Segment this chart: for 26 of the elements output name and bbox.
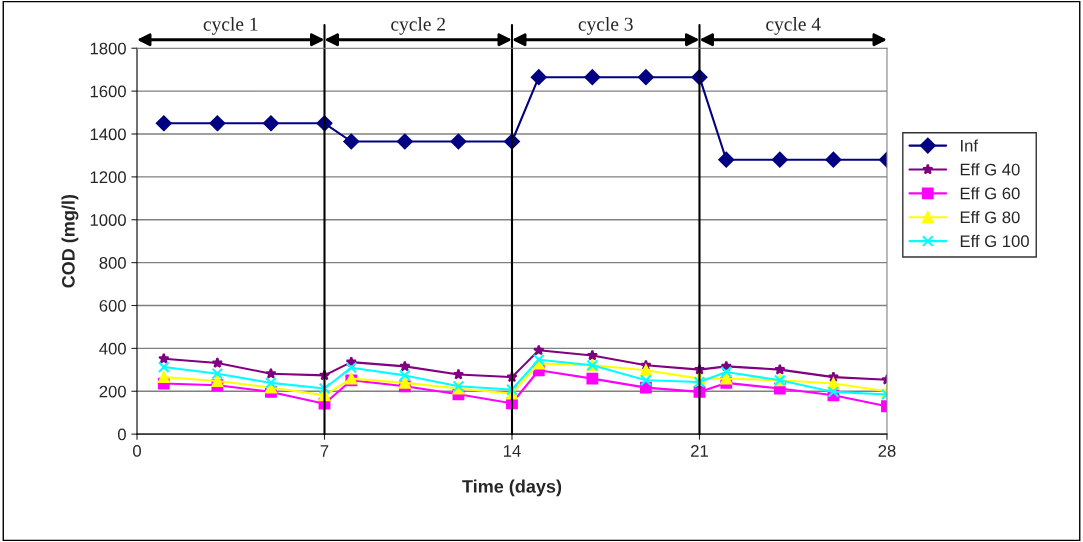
legend-label: Inf bbox=[961, 139, 979, 152]
y-tick-label: 1800 bbox=[90, 42, 126, 55]
x-axis-title: Time (days) bbox=[462, 479, 562, 497]
text: cycle 2 bbox=[391, 17, 445, 35]
legend-label: Eff G 40 bbox=[960, 163, 1020, 176]
y-tick-label: 800 bbox=[99, 257, 126, 269]
y-tick-label: 600 bbox=[99, 299, 126, 312]
y-tick-label: 1400 bbox=[90, 128, 126, 141]
y-axis-title: COD (mg/l) bbox=[61, 194, 79, 288]
y-tick-label: 200 bbox=[99, 385, 126, 398]
legend-label: Eff G 100 bbox=[960, 234, 1029, 248]
y-tick-label: 1600 bbox=[90, 85, 126, 98]
text: cycle 3 bbox=[578, 17, 633, 35]
text: cycle 4 bbox=[766, 17, 821, 35]
y-tick-label: 0 bbox=[117, 428, 126, 441]
y-tick-label: 1000 bbox=[90, 214, 126, 226]
legend-label: Eff G 80 bbox=[960, 211, 1020, 224]
x-tick-label: 28 bbox=[878, 445, 896, 457]
x-tick-label: 14 bbox=[503, 445, 521, 457]
y-tick-label: 400 bbox=[99, 342, 126, 355]
x-tick-label: 21 bbox=[691, 445, 708, 457]
x-tick-label: 7 bbox=[320, 445, 329, 457]
legend-label: Eff G 60 bbox=[960, 187, 1020, 200]
y-tick-label: 1200 bbox=[90, 171, 126, 184]
text: cycle 1 bbox=[203, 17, 258, 35]
x-tick-label: 0 bbox=[133, 445, 141, 457]
